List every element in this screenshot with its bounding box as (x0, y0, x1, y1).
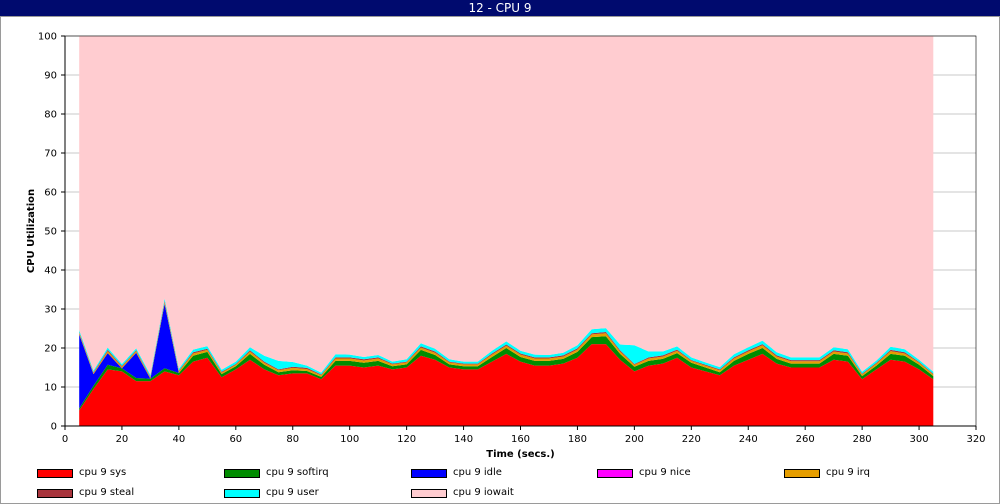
x-tick-label: 140 (454, 434, 473, 445)
x-axis-title: Time (secs.) (486, 449, 555, 460)
legend-item-cpu-9-steal: cpu 9 steal (37, 487, 134, 499)
legend-item-cpu-9-irq: cpu 9 irq (784, 467, 870, 479)
legend-swatch (224, 488, 260, 498)
x-tick-label: 320 (966, 434, 985, 445)
x-tick-label: 260 (796, 434, 815, 445)
y-tick-label: 80 (44, 110, 57, 121)
legend-label: cpu 9 sys (79, 467, 127, 478)
legend-label: cpu 9 idle (453, 467, 502, 478)
legend-swatch (224, 468, 260, 478)
x-tick-label: 240 (739, 434, 758, 445)
x-tick-label: 80 (286, 434, 299, 445)
x-tick-label: 160 (511, 434, 530, 445)
legend-item-cpu-9-sys: cpu 9 sys (37, 467, 126, 479)
legend-label: cpu 9 iowait (453, 487, 514, 498)
y-tick-label: 0 (51, 422, 57, 433)
x-tick-label: 200 (625, 434, 644, 445)
y-tick-label: 50 (44, 227, 57, 238)
x-tick-label: 100 (340, 434, 359, 445)
y-tick-label: 40 (44, 266, 57, 277)
x-tick-label: 120 (397, 434, 416, 445)
y-tick-label: 30 (44, 305, 57, 316)
y-tick-label: 90 (44, 71, 57, 82)
y-tick-label: 70 (44, 149, 57, 160)
x-tick-label: 40 (173, 434, 186, 445)
series-area-cpu-9-sys (79, 344, 934, 426)
legend-label: cpu 9 nice (639, 467, 691, 478)
legend-swatch (411, 488, 447, 498)
y-axis-title: CPU Utilization (26, 189, 37, 273)
y-tick-label: 60 (44, 188, 57, 199)
x-tick-label: 60 (229, 434, 242, 445)
window-title-bar: 12 - CPU 9 (0, 0, 1000, 16)
legend-item-cpu-9-nice: cpu 9 nice (597, 467, 691, 479)
legend-label: cpu 9 softirq (266, 467, 329, 478)
window-title: 12 - CPU 9 (468, 1, 532, 15)
x-tick-label: 180 (568, 434, 587, 445)
legend-item-cpu-9-user: cpu 9 user (224, 487, 319, 499)
x-tick-label: 280 (853, 434, 872, 445)
legend-item-cpu-9-idle: cpu 9 idle (411, 467, 502, 479)
series-area-cpu-9-softirq (79, 336, 934, 411)
x-tick-label: 300 (910, 434, 929, 445)
y-tick-label: 20 (44, 344, 57, 355)
legend-swatch (37, 468, 73, 478)
y-tick-label: 10 (44, 383, 57, 394)
legend-swatch (411, 468, 447, 478)
legend-label: cpu 9 user (266, 487, 319, 498)
legend-label: cpu 9 irq (826, 467, 870, 478)
series-area-cpu-9-idle (79, 303, 934, 409)
chart-frame: 0 10 20 30 40 50 60 70 80 90 100 0 20 40 60 80 100 120 140… (0, 16, 1000, 504)
x-tick-label: 20 (116, 434, 129, 445)
legend-label: cpu 9 steal (79, 487, 135, 498)
x-tick-label: 220 (682, 434, 701, 445)
legend-item-cpu-9-iowait: cpu 9 iowait (411, 487, 514, 499)
x-tick-label: 0 (62, 434, 68, 445)
legend-swatch (784, 468, 820, 478)
legend-swatch (37, 488, 73, 498)
cpu-utilization-chart: 0 10 20 30 40 50 60 70 80 90 100 0 20 40 60 80 100 120 140… (26, 32, 986, 461)
legend-swatch (597, 468, 633, 478)
y-tick-label: 100 (38, 32, 57, 43)
series-area-cpu-9-iowait (79, 36, 934, 375)
legend-item-cpu-9-softirq: cpu 9 softirq (224, 467, 329, 479)
